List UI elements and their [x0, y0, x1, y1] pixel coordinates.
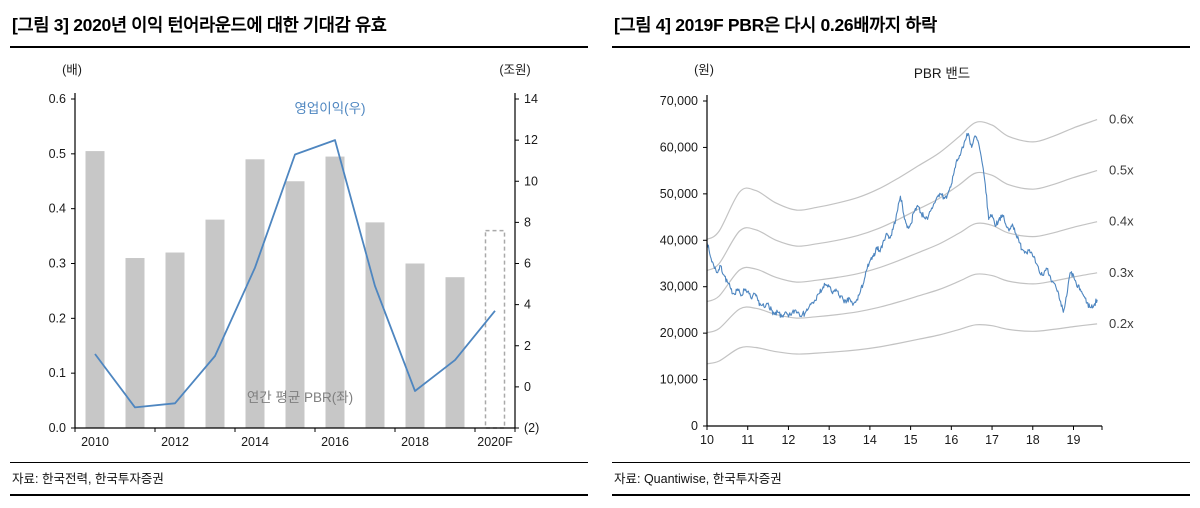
right-axis-tick-label: 10 [524, 174, 538, 188]
pbr-band-line-0.4x [706, 221, 1098, 303]
band-label-0.4x: 0.4x [1109, 214, 1134, 229]
pbr-bar [165, 252, 185, 428]
figure-4-title: [그림 4] 2019F PBR은 다시 0.26배까지 하락 [612, 6, 1190, 48]
x-axis-tick-label: 2018 [401, 435, 429, 449]
right-axis-tick-label: (2) [524, 421, 539, 435]
x-axis-tick-label: 14 [863, 433, 877, 447]
operating-profit-label: 영업이익(우) [294, 101, 365, 116]
pbr-bar [365, 222, 385, 428]
right-axis-tick-label: 6 [524, 257, 531, 271]
band-label-0.2x: 0.2x [1109, 316, 1134, 331]
band-label-0.5x: 0.5x [1109, 163, 1134, 178]
right-axis-tick-label: 4 [524, 298, 531, 312]
x-axis-tick-label: 15 [904, 433, 918, 447]
y-axis-tick-label: 10,000 [660, 373, 698, 387]
pbr-bar [125, 258, 145, 428]
pbr-bar [325, 156, 345, 428]
y-axis-tick-label: 0 [691, 419, 698, 433]
x-axis-tick-label: 16 [944, 433, 958, 447]
left-axis-tick-label: 0.0 [49, 421, 66, 435]
figure-3-title: [그림 3] 2020년 이익 턴어라운드에 대한 기대감 유효 [10, 6, 588, 48]
pbr-bar [245, 159, 265, 429]
x-axis-tick-label: 12 [781, 433, 795, 447]
x-axis-tick-label: 17 [985, 433, 999, 447]
x-axis-tick-label: 18 [1026, 433, 1040, 447]
x-axis-tick-label: 19 [1067, 433, 1081, 447]
stock-price-line [706, 132, 1098, 318]
band-label-0.3x: 0.3x [1109, 265, 1134, 280]
right-axis-tick-label: 12 [524, 133, 538, 147]
left-axis-tick-label: 0.1 [49, 366, 66, 380]
y-axis-tick-label: 50,000 [660, 187, 698, 201]
pbr-band-line-0.6x [706, 119, 1098, 240]
forecast-pbr-bar [484, 229, 506, 429]
chart-title: PBR 밴드 [914, 66, 970, 81]
x-axis-tick-label: 10 [700, 433, 714, 447]
band-label-0.6x: 0.6x [1109, 112, 1134, 127]
x-axis-tick-label: 2012 [161, 435, 189, 449]
pbr-bar [205, 219, 225, 428]
left-axis-tick-label: 0.2 [49, 311, 66, 325]
right-axis-tick-label: 0 [524, 380, 531, 394]
y-axis-tick-label: 60,000 [660, 140, 698, 154]
left-axis-tick-label: 0.6 [49, 92, 66, 106]
left-axis-tick-label: 0.4 [49, 202, 66, 216]
y-axis-tick-label: 40,000 [660, 233, 698, 247]
left-axis-tick-label: 0.5 [49, 147, 66, 161]
left-axis-unit-label: (배) [62, 63, 82, 77]
pbr-bar [405, 263, 425, 428]
x-axis-tick-label: 2014 [241, 435, 269, 449]
pbr-bar [285, 181, 305, 428]
operating-profit-line [94, 139, 496, 409]
figure-3-source: 자료: 한국전력, 한국투자증권 [10, 462, 588, 496]
y-axis-tick-label: 70,000 [660, 94, 698, 108]
right-axis-tick-label: 14 [524, 92, 538, 106]
x-axis-tick-label: 2010 [81, 435, 109, 449]
right-axis-unit-label: (조원) [499, 63, 530, 77]
pbr-band-line-0.3x [706, 272, 1098, 334]
figure-4-source: 자료: Quantiwise, 한국투자증권 [612, 462, 1190, 496]
figure-3: [그림 3] 2020년 이익 턴어라운드에 대한 기대감 유효 (배) (조원)… [10, 6, 588, 496]
right-axis-tick-label: 2 [524, 339, 531, 353]
pbr-band-line-0.5x [706, 170, 1098, 272]
pbr-band-line-0.2x [706, 323, 1098, 365]
figure-4-chart: (원) PBR 밴드 0 10,000 20,000 30,000 40,000 50,000… [660, 63, 1134, 447]
figure-4: [그림 4] 2019F PBR은 다시 0.26배까지 하락 (원) PBR 밴… [612, 6, 1190, 496]
y-axis-tick-label: 30,000 [660, 280, 698, 294]
avg-pbr-label: 연간 평균 PBR(좌) [247, 390, 353, 405]
y-axis-tick-label: 20,000 [660, 326, 698, 340]
x-axis-tick-label: 2016 [321, 435, 349, 449]
pbr-bar [445, 277, 465, 428]
x-axis-tick-label: 2020F [477, 435, 513, 449]
left-axis-tick-label: 0.3 [49, 257, 66, 271]
x-axis-tick-label: 11 [741, 433, 754, 447]
right-axis-tick-label: 8 [524, 215, 531, 229]
x-axis-tick-label: 13 [822, 433, 836, 447]
y-axis-unit-label: (원) [694, 63, 714, 77]
pbr-bar [85, 151, 105, 428]
figure-3-chart: (배) (조원) 0.0 0.1 0.2 0.3 0.4 0.5 0.6 (2) 0 2 4 6 8 10 12… [49, 63, 540, 449]
